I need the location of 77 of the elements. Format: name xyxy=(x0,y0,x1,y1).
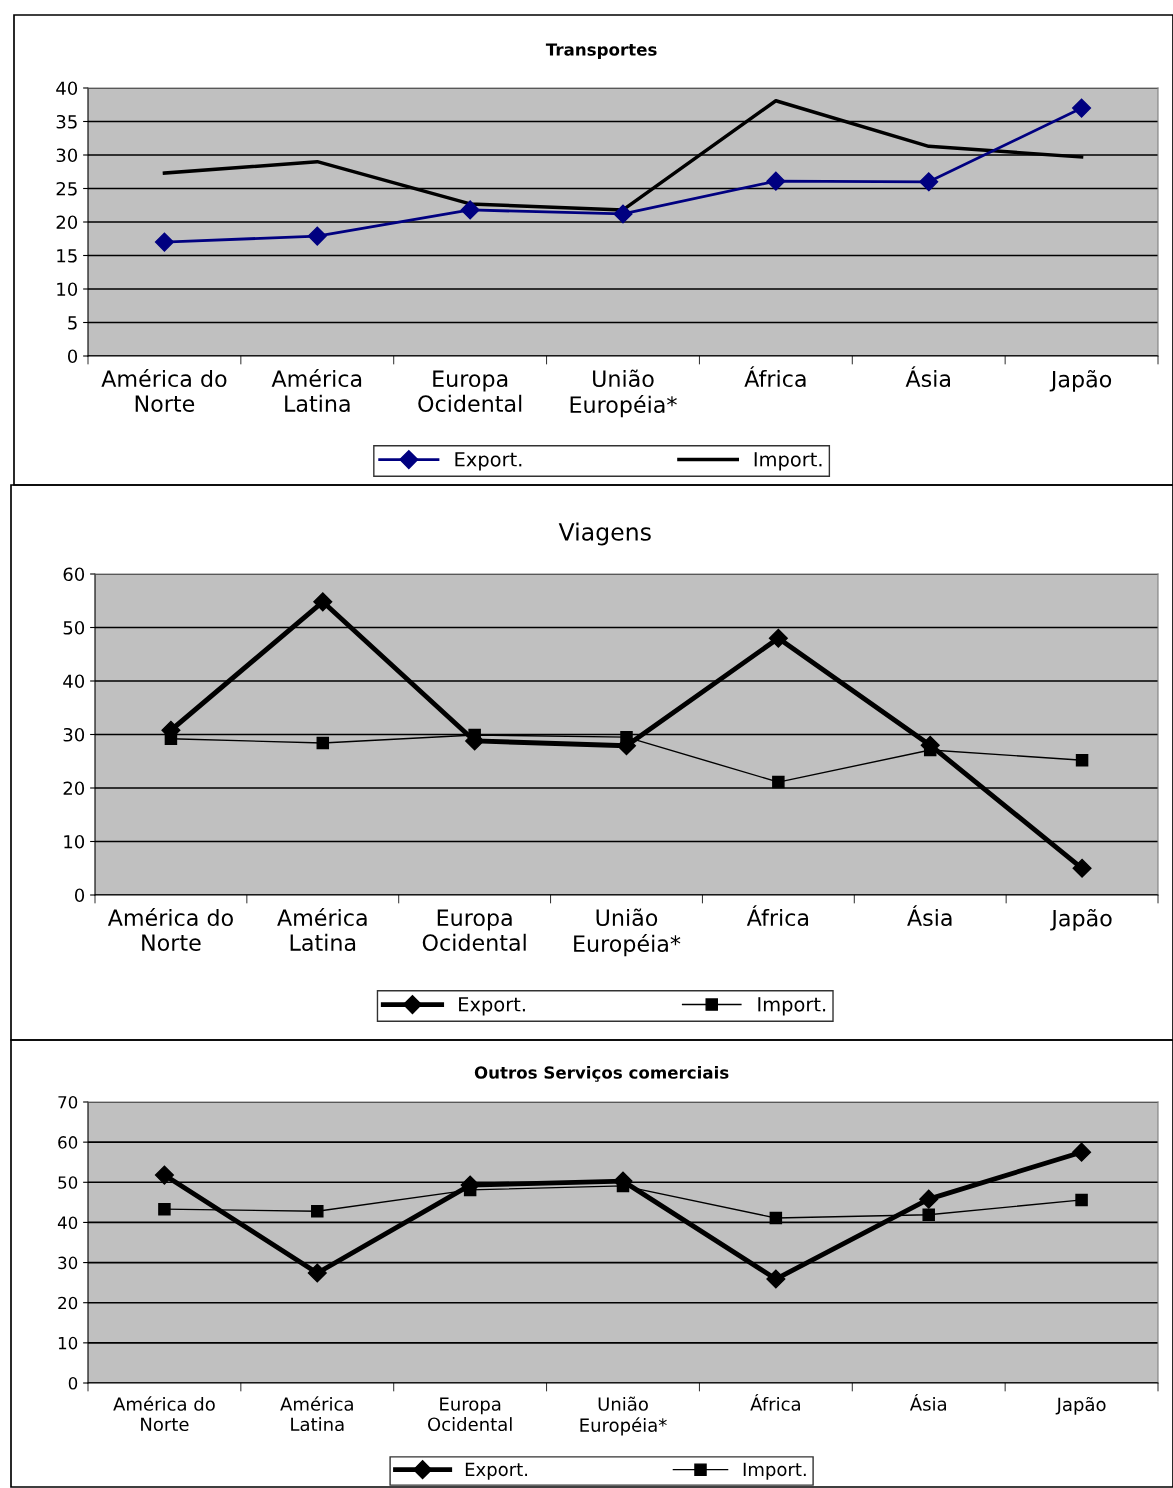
y-tick-label: 60 xyxy=(63,567,85,582)
y-tick-label: 10 xyxy=(64,834,85,849)
point xyxy=(772,775,785,789)
y-tick-label: 50 xyxy=(58,1176,78,1189)
y-tick-label: 20 xyxy=(58,1296,78,1310)
point xyxy=(154,232,174,252)
x-tick-label: Ásia xyxy=(905,366,950,388)
y-tick-label: 40 xyxy=(63,674,85,689)
x-tick-label: África xyxy=(746,905,809,927)
x-tick-label: América do Norte xyxy=(107,908,233,951)
x-tick-label: América do Norte xyxy=(101,369,227,412)
point xyxy=(766,1269,786,1289)
point xyxy=(768,628,788,648)
y-tick-label: 40 xyxy=(56,81,78,96)
x-tick-label: Europa Ocidental xyxy=(422,909,526,951)
legend-label: Import. xyxy=(758,997,826,1016)
legend-label: Export. xyxy=(465,1462,528,1480)
x-tick-label: União Européia* xyxy=(574,908,681,957)
y-tick-label: 30 xyxy=(58,1256,78,1270)
chart-title: Viagens xyxy=(558,522,651,546)
y-tick-label: 50 xyxy=(63,620,85,635)
x-tick-label: Ásia xyxy=(907,905,952,927)
x-tick-label: América do Norte xyxy=(113,1396,215,1432)
y-tick-label: 20 xyxy=(63,781,85,796)
y-tick-label: 30 xyxy=(63,727,85,742)
y-tick-label: 25 xyxy=(56,181,77,196)
legend-label: Export. xyxy=(459,997,525,1016)
x-tick-label: Europa Ocidental xyxy=(418,370,522,412)
point xyxy=(1075,753,1089,767)
x-tick-label: Japão xyxy=(1050,908,1112,931)
point xyxy=(919,1189,939,1209)
x-tick-label: América Latina xyxy=(271,369,362,412)
point xyxy=(307,1263,327,1283)
y-tick-label: 0 xyxy=(67,349,78,364)
point xyxy=(154,1165,174,1185)
x-tick-label: União Européia* xyxy=(570,369,677,418)
y-tick-label: 15 xyxy=(57,249,77,263)
point xyxy=(769,1211,783,1225)
legend-label: Import. xyxy=(754,452,822,471)
point xyxy=(613,204,633,224)
y-tick-label: 0 xyxy=(68,1376,78,1390)
x-tick-label: África xyxy=(744,366,806,388)
point xyxy=(316,736,330,750)
chart-title: Transportes xyxy=(545,43,657,60)
x-tick-label: Ásia xyxy=(909,1393,946,1411)
x-tick-label: Japão xyxy=(1055,1396,1106,1415)
y-tick-label: 10 xyxy=(58,1336,78,1350)
legend-label: Import. xyxy=(743,1462,806,1480)
y-tick-label: 35 xyxy=(56,114,77,129)
legend-label: Export. xyxy=(455,452,522,471)
y-tick-label: 10 xyxy=(57,282,78,297)
x-tick-label: América Latina xyxy=(277,908,367,951)
x-tick-label: Europa Ocidental xyxy=(427,1397,512,1432)
point xyxy=(1072,858,1092,878)
point xyxy=(1075,1193,1088,1207)
point xyxy=(307,226,327,246)
point xyxy=(1072,98,1092,118)
point xyxy=(919,172,939,192)
y-tick-label: 5 xyxy=(68,316,77,330)
x-tick-label: União Européia* xyxy=(580,1396,667,1436)
point xyxy=(158,1202,171,1216)
point xyxy=(311,1204,324,1218)
y-tick-label: 60 xyxy=(58,1136,78,1149)
point xyxy=(460,200,480,220)
point xyxy=(922,1208,935,1222)
chart-title: Outros Serviços comerciais xyxy=(474,1065,729,1082)
x-tick-label: América Latina xyxy=(280,1396,353,1432)
x-tick-label: África xyxy=(750,1393,800,1411)
point xyxy=(313,592,333,612)
x-tick-label: Japão xyxy=(1049,369,1112,392)
y-tick-label: 20 xyxy=(56,215,78,230)
point xyxy=(1072,1142,1092,1162)
y-tick-label: 70 xyxy=(58,1095,78,1109)
y-tick-label: 40 xyxy=(57,1216,78,1229)
y-tick-label: 0 xyxy=(74,888,85,903)
y-tick-label: 30 xyxy=(56,148,78,163)
point xyxy=(766,171,786,191)
